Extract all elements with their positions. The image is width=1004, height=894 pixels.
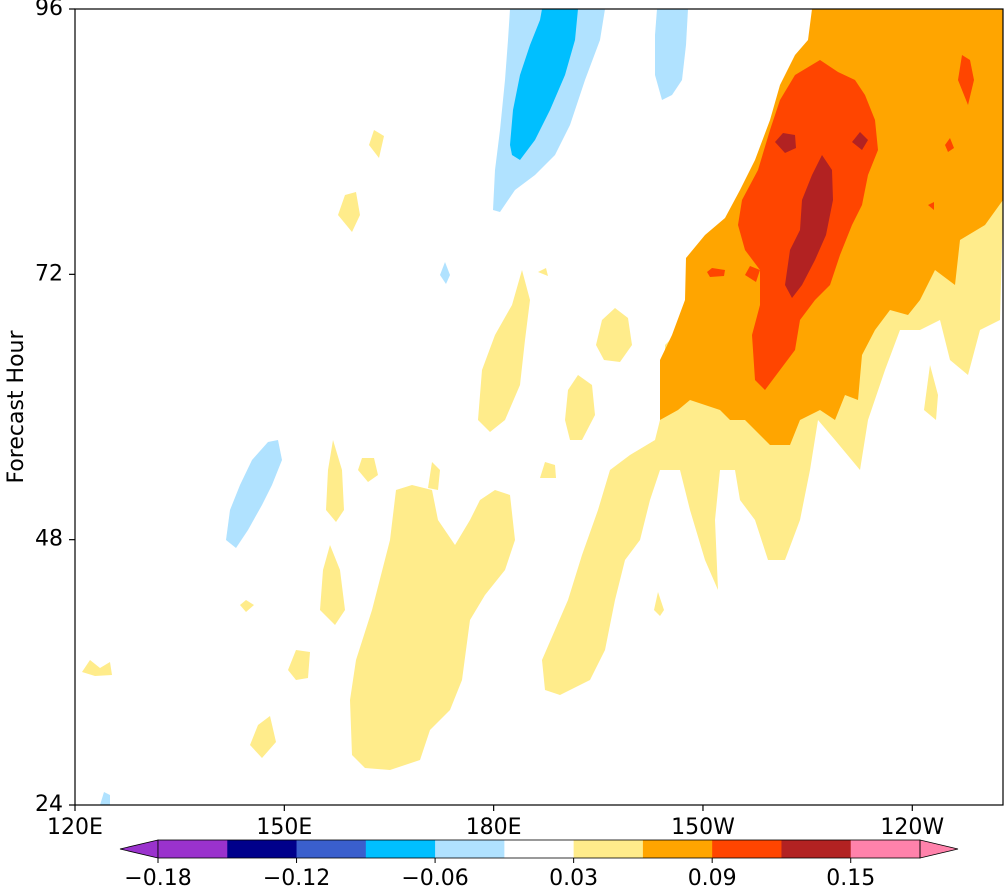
colorbar-swatch — [158, 840, 228, 858]
contour-region — [565, 375, 595, 440]
contour-region — [945, 138, 954, 152]
colorbar-tick-label: −0.06 — [401, 866, 468, 891]
contour-region — [655, 9, 688, 100]
x-tick-label: 180E — [466, 815, 522, 840]
contour-region — [226, 440, 282, 548]
x-tick-label: 120W — [880, 815, 944, 840]
contour-region — [82, 660, 112, 676]
colorbar-swatch — [435, 840, 505, 858]
x-tick-label: 120E — [47, 815, 103, 840]
x-tick-label: 150W — [671, 815, 735, 840]
contour-region — [478, 270, 530, 432]
colorbar-extend-over — [919, 839, 959, 859]
colorbar-tick-label: 0.09 — [688, 866, 737, 891]
colorbar-swatch — [573, 840, 644, 858]
contour-region — [100, 792, 110, 805]
contour-region — [428, 462, 440, 490]
contour-region — [250, 716, 276, 758]
contour-region — [928, 202, 934, 210]
colorbar-extend-under — [119, 839, 159, 859]
contour-region — [785, 155, 833, 298]
contour-region — [958, 55, 974, 105]
y-tick-label: 24 — [35, 792, 63, 817]
y-tick-label: 96 — [35, 0, 63, 21]
colorbar-swatch — [712, 840, 782, 858]
contour-region — [775, 133, 796, 153]
contour-level-012 — [775, 132, 868, 298]
contour-region — [320, 545, 345, 625]
colorbar-tick-label: −0.12 — [263, 866, 330, 891]
contour-region — [538, 268, 548, 276]
contour-region — [350, 485, 515, 770]
y-tick-label: 48 — [35, 527, 63, 552]
colorbar-tick-label: 0.15 — [826, 866, 875, 891]
contour-region — [240, 600, 254, 612]
colorbar-swatch — [365, 840, 436, 858]
contour-region — [440, 262, 450, 284]
contour-region — [540, 462, 556, 478]
colorbar-swatch — [642, 840, 713, 858]
axes-frame — [74, 8, 1004, 806]
contour-region — [358, 458, 378, 482]
contour-region — [745, 266, 760, 282]
x-tick-label: 150E — [256, 815, 312, 840]
colorbar-swatch — [850, 840, 921, 858]
colorbar: −0.18 −0.12 −0.06 0.03 0.09 0.15 — [119, 839, 959, 891]
colorbar-tick-label: −0.18 — [124, 866, 191, 891]
contour-region — [707, 268, 725, 277]
contour-region — [924, 365, 938, 420]
y-axis-label: Forecast Hour — [4, 330, 29, 484]
contour-region — [369, 130, 384, 158]
y-tick-label: 72 — [35, 261, 63, 286]
colorbar-swatch — [296, 840, 367, 858]
contour-region — [338, 192, 360, 232]
x-axis: 120E 150E 180E 150W 120W — [47, 805, 944, 840]
contour-region — [510, 9, 578, 160]
colorbar-swatch — [504, 840, 575, 858]
colorbar-swatch — [781, 840, 852, 858]
contour-region — [288, 650, 310, 680]
contour-region — [654, 592, 664, 616]
y-axis: 24 48 72 96 — [35, 0, 75, 817]
contour-region — [596, 308, 632, 362]
colorbar-swatch — [227, 840, 298, 858]
colorbar-tick-label: 0.03 — [549, 866, 598, 891]
contour-fills — [82, 9, 1003, 805]
colorbar-outline — [157, 839, 921, 859]
contour-region — [326, 440, 344, 522]
contour-level-neg006 — [510, 9, 578, 160]
contour-region — [852, 132, 868, 150]
